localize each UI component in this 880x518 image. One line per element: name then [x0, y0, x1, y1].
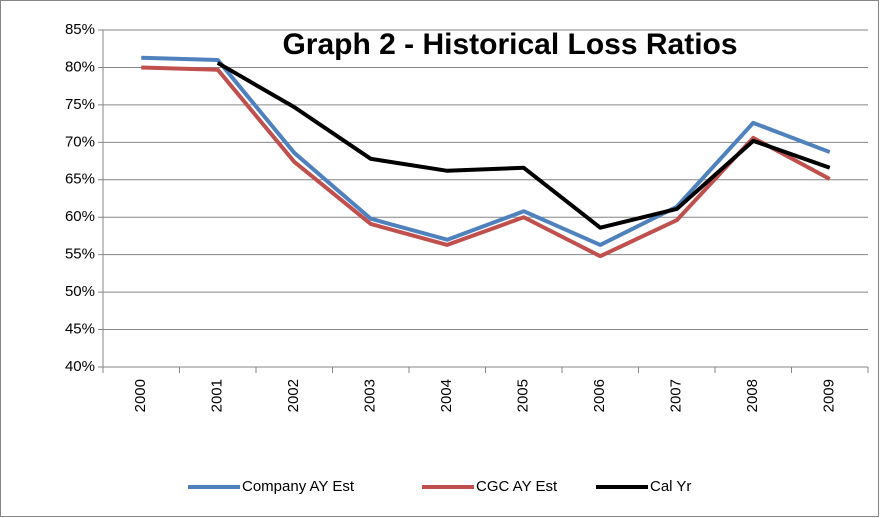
y-tick-label: 65% — [65, 171, 95, 188]
x-tick-label: 2007 — [668, 379, 685, 412]
y-tick-label: 80% — [65, 58, 95, 75]
line-series — [141, 65, 831, 259]
y-tick-label: 50% — [65, 283, 95, 300]
y-tick-label: 85% — [65, 21, 95, 38]
x-tick-label: 2000 — [132, 379, 149, 412]
x-tick-label: 2002 — [285, 379, 302, 412]
y-tick-label: 40% — [65, 358, 95, 375]
y-tick-label: 70% — [65, 133, 95, 150]
line-series — [216, 61, 831, 230]
x-tick-label: 2003 — [362, 379, 379, 412]
x-tick-label: 2006 — [591, 379, 608, 412]
y-tick-label: 75% — [65, 96, 95, 113]
y-tick-label: 60% — [65, 208, 95, 225]
legend-label: Cal Yr — [650, 478, 691, 495]
chart-title: Graph 2 - Historical Loss Ratios — [282, 28, 737, 61]
x-tick-label: 2001 — [209, 379, 226, 412]
x-tick-label: 2004 — [438, 379, 455, 412]
line-series — [141, 55, 831, 247]
legend-label: CGC AY Est — [476, 478, 558, 495]
x-tick-label: 2005 — [515, 379, 532, 412]
legend-label: Company AY Est — [242, 478, 355, 495]
y-tick-label: 45% — [65, 321, 95, 338]
y-tick-label: 55% — [65, 246, 95, 263]
x-tick-label: 2009 — [821, 379, 838, 412]
x-tick-label: 2008 — [744, 379, 761, 412]
